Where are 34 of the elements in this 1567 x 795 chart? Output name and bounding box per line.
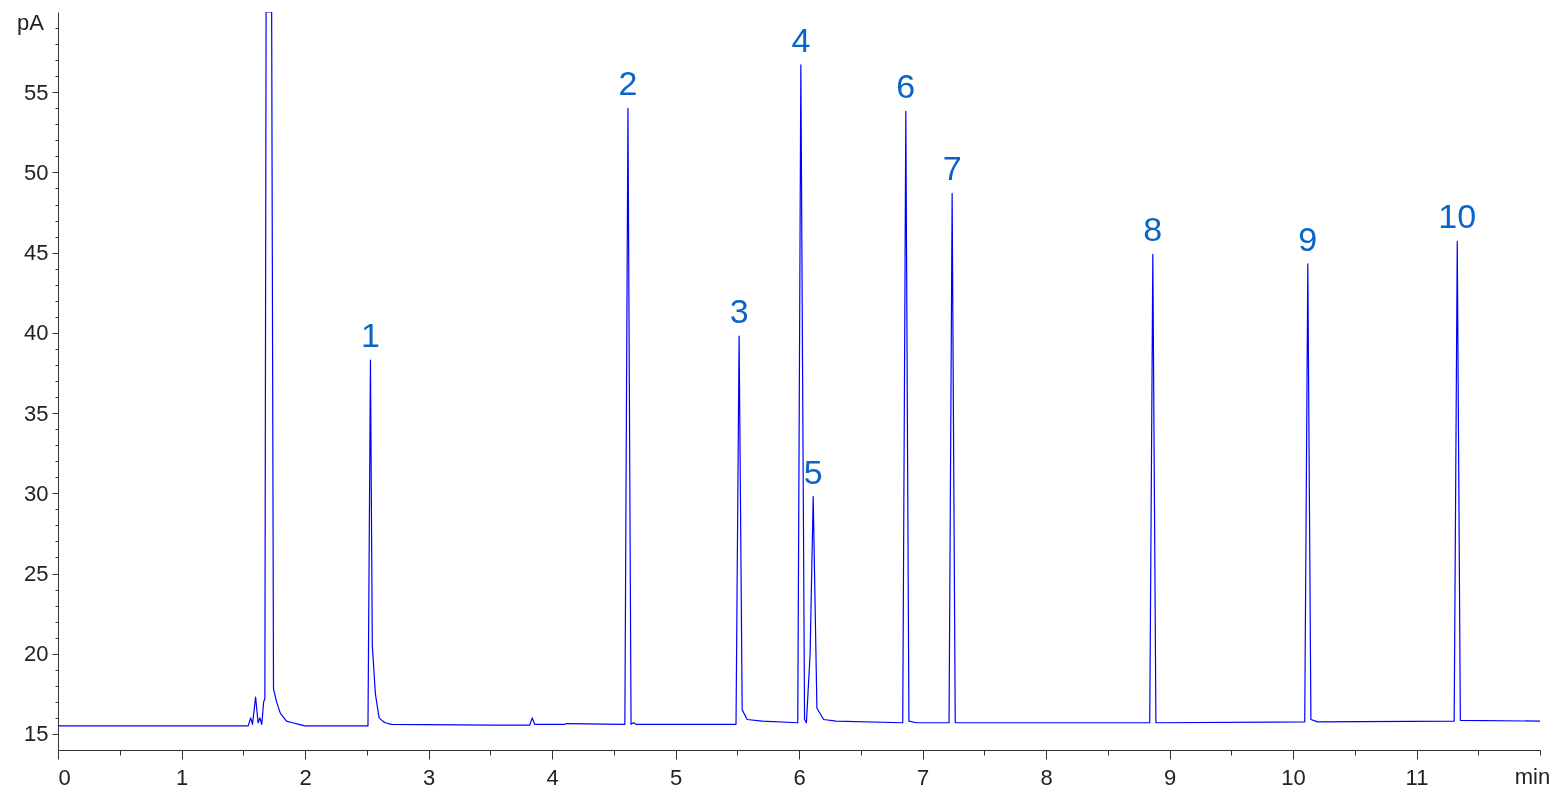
line-series bbox=[58, 12, 1540, 727]
x-tick-label: 9 bbox=[1163, 764, 1177, 790]
annotation: 6 bbox=[896, 67, 916, 106]
annotation: 5 bbox=[803, 452, 823, 491]
x-tick-label: 1 bbox=[175, 764, 189, 790]
y-tick-label: 40 bbox=[24, 320, 49, 346]
annotation: 2 bbox=[618, 64, 638, 103]
y-tick-label: 35 bbox=[24, 400, 49, 426]
y-tick-label: 25 bbox=[24, 561, 49, 587]
x-tick-label: 4 bbox=[546, 764, 559, 790]
x-tick-label: 0 bbox=[58, 764, 71, 790]
y-tick-label: 30 bbox=[24, 480, 49, 506]
x-tick-label: 11 bbox=[1405, 764, 1429, 790]
x-tick-label: 3 bbox=[422, 764, 436, 790]
x-tick-label: 7 bbox=[916, 764, 930, 790]
x-tick-label: 8 bbox=[1040, 764, 1053, 790]
y-tick-label: 55 bbox=[24, 79, 49, 105]
y-tick-label: 45 bbox=[24, 240, 49, 266]
x-tick-label: 10 bbox=[1281, 764, 1306, 790]
x-tick-label: 6 bbox=[793, 764, 806, 790]
y-tick-label: 50 bbox=[24, 159, 49, 185]
x-axis-title: min bbox=[1514, 763, 1551, 789]
annotation: 9 bbox=[1298, 219, 1318, 258]
annotation: 8 bbox=[1143, 210, 1163, 249]
y-tick-label: 20 bbox=[24, 641, 49, 667]
y-axis-title: pA bbox=[17, 9, 45, 35]
annotation: 3 bbox=[729, 292, 749, 331]
x-tick-label: 2 bbox=[299, 764, 312, 790]
annotation: 1 bbox=[360, 316, 380, 355]
annotation: 4 bbox=[791, 20, 811, 59]
annotation: 10 bbox=[1438, 197, 1477, 236]
y-tick-label: 15 bbox=[24, 721, 49, 747]
annotation: 7 bbox=[942, 149, 962, 188]
x-tick-label: 5 bbox=[669, 764, 683, 790]
